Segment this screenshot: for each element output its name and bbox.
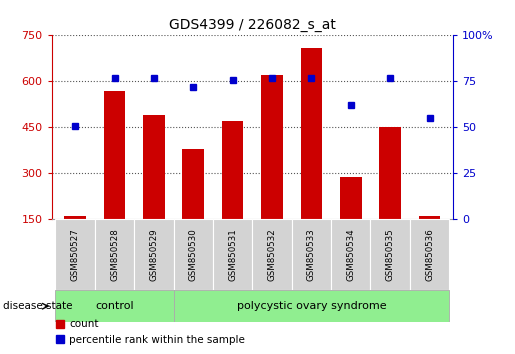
Bar [95,219,134,290]
Bar [419,216,440,219]
Bar [213,219,252,290]
Text: GSM850530: GSM850530 [189,228,198,281]
Text: GSM850527: GSM850527 [71,228,80,281]
Bar [340,177,362,219]
Bar [174,219,213,290]
Text: polycystic ovary syndrome: polycystic ovary syndrome [236,301,386,311]
Bar [380,127,401,219]
Text: GSM850534: GSM850534 [346,228,355,281]
Bar [182,149,204,219]
Bar [174,290,449,322]
Bar [291,219,331,290]
Bar [331,219,370,290]
Bar [410,219,449,290]
Text: control: control [95,301,134,311]
Title: GDS4399 / 226082_s_at: GDS4399 / 226082_s_at [169,18,336,32]
Legend: count, percentile rank within the sample: count, percentile rank within the sample [52,315,249,349]
Text: GSM850535: GSM850535 [386,228,394,281]
Bar [134,219,174,290]
Text: GSM850528: GSM850528 [110,228,119,281]
Bar [370,219,410,290]
Bar [301,48,322,219]
Bar [261,75,283,219]
Bar [252,219,291,290]
Bar [222,121,244,219]
Text: GSM850529: GSM850529 [149,229,159,281]
Bar [143,115,165,219]
Bar [64,216,86,219]
Text: GSM850533: GSM850533 [307,228,316,281]
Bar [56,290,174,322]
Text: GSM850531: GSM850531 [228,228,237,281]
Text: GSM850536: GSM850536 [425,228,434,281]
Bar [56,219,95,290]
Text: disease state: disease state [3,301,72,311]
Bar [104,91,125,219]
Text: GSM850532: GSM850532 [267,228,277,281]
